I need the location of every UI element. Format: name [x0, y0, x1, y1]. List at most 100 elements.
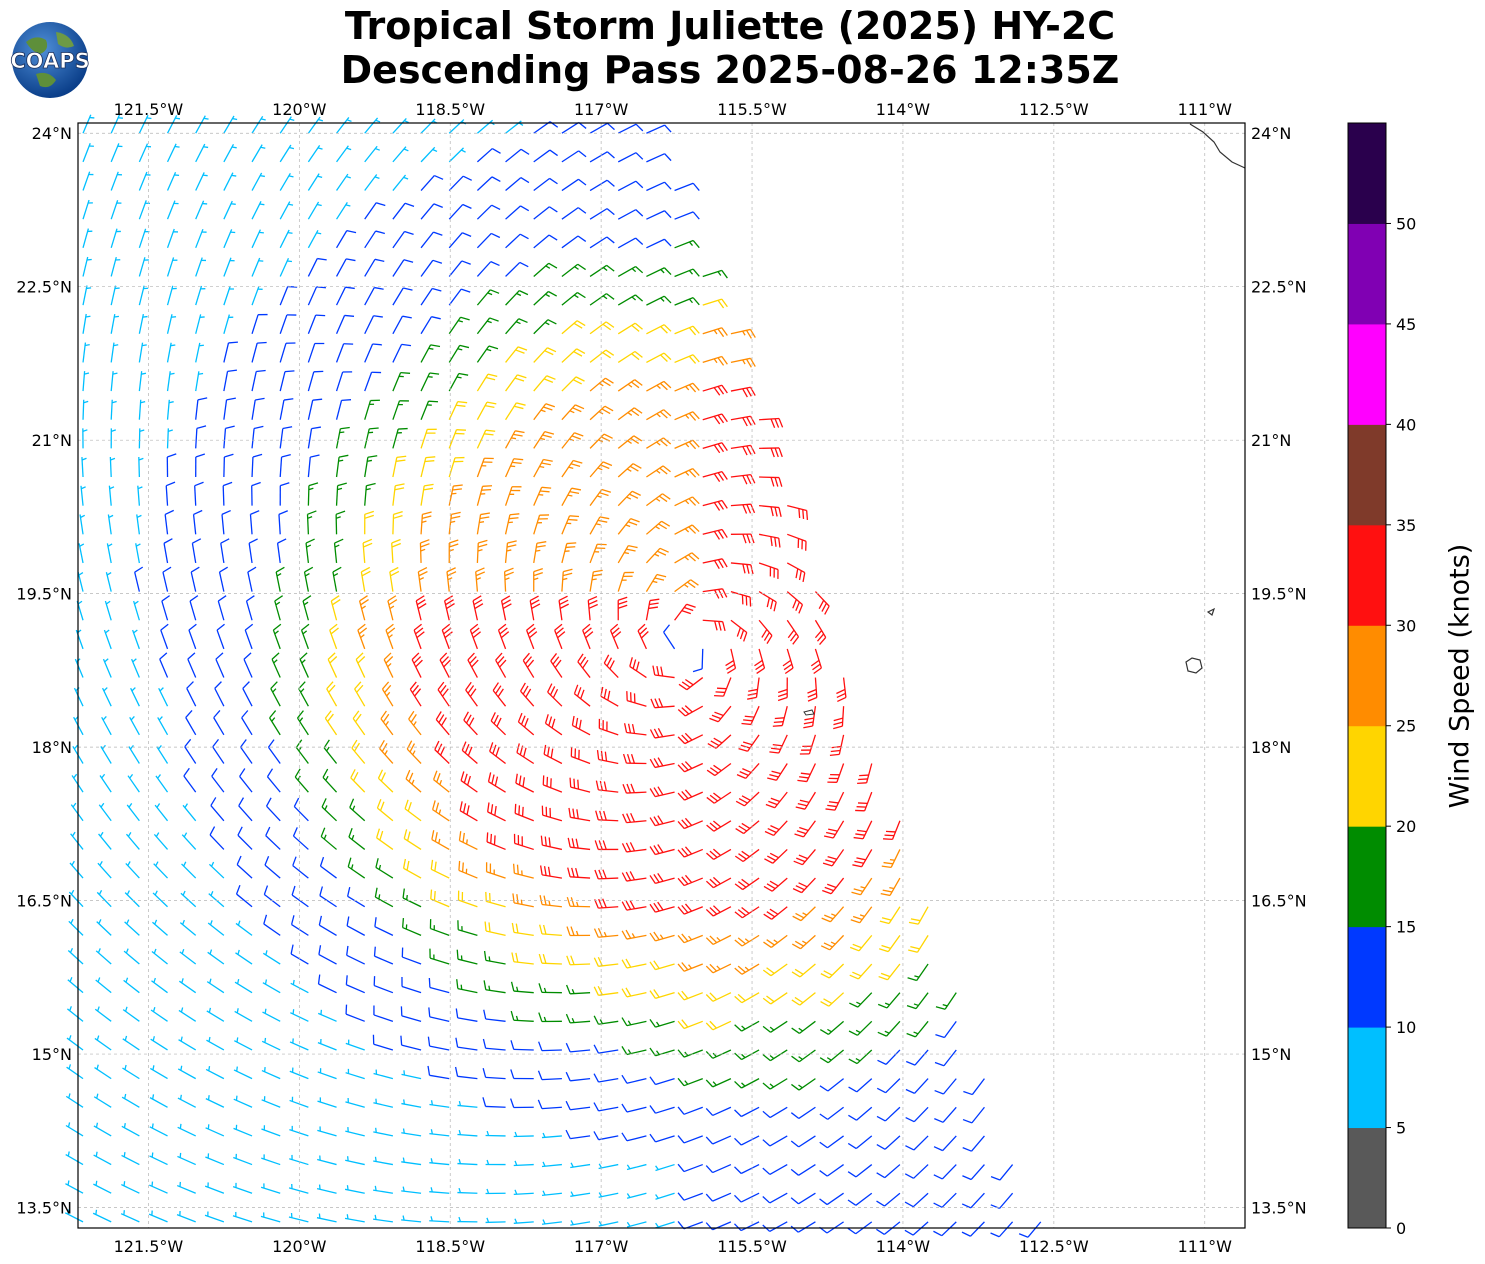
wind-barb: [332, 566, 342, 592]
wind-barb: [344, 1185, 365, 1194]
wind-barb: [303, 566, 314, 592]
lat-tick-label: 18°N: [32, 738, 72, 757]
wind-barb: [626, 1221, 647, 1228]
wind-barb: [513, 1160, 534, 1167]
wind-barb: [621, 958, 647, 969]
wind-barb: [738, 734, 760, 752]
wind-barb: [459, 801, 478, 822]
wind-barb: [205, 1066, 225, 1080]
wind-barb: [429, 919, 450, 936]
wind-barb: [317, 1068, 337, 1080]
wind-barb: [603, 654, 619, 678]
wind-barb: [762, 1135, 788, 1147]
wind-barb: [138, 399, 146, 420]
lat-tick-label: 22.5°N: [16, 278, 72, 297]
wind-barb: [420, 428, 437, 449]
wind-barb: [275, 566, 285, 592]
wind-barb: [505, 290, 529, 306]
wind-barb: [373, 976, 394, 994]
wind-barb: [593, 1102, 619, 1112]
wind-barb: [702, 442, 728, 454]
wind-barb: [730, 474, 756, 485]
wind-barb: [401, 1186, 422, 1194]
wind-barb: [541, 1190, 562, 1196]
wind-barb: [476, 317, 499, 335]
wind-barb: [177, 1065, 197, 1080]
wind-barb: [420, 259, 443, 277]
wind-barb: [594, 840, 619, 851]
wind-barb: [565, 1042, 591, 1053]
wind-barb: [933, 1164, 957, 1180]
wind-barb: [305, 538, 315, 564]
wind-barb: [392, 146, 409, 163]
wind-barb: [504, 513, 520, 535]
wind-barb: [483, 950, 506, 965]
wind-barb: [166, 399, 174, 420]
wind-barb: [705, 1135, 732, 1145]
wind-barb: [621, 987, 647, 998]
wind-barb: [758, 533, 781, 548]
wind-barb: [649, 727, 675, 739]
wind-barb: [734, 963, 760, 975]
wind-barb: [400, 1006, 422, 1022]
wind-barb: [372, 1214, 393, 1223]
wind-barb: [448, 316, 470, 335]
wind-barb: [622, 753, 647, 765]
wind-barb: [593, 985, 619, 996]
wind-barb: [150, 1036, 168, 1051]
wind-barb: [533, 403, 555, 421]
wind-barb: [777, 677, 788, 702]
wind-barb: [166, 115, 181, 134]
wind-barb: [561, 178, 587, 192]
wind-barb: [244, 623, 254, 650]
wind-barb: [429, 1187, 450, 1194]
wind-barb: [392, 371, 411, 392]
wind-barb: [358, 595, 369, 621]
wind-barb: [251, 313, 268, 334]
wind-barb: [345, 1068, 365, 1080]
wind-barb: [705, 1020, 732, 1031]
lat-tick-label: 19.5°N: [1251, 585, 1307, 604]
wind-barb: [617, 596, 628, 621]
wind-barb: [513, 1189, 534, 1196]
wind-barb: [456, 949, 478, 965]
wind-barb: [655, 1221, 675, 1229]
wind-barb: [655, 1192, 675, 1200]
wind-barb: [483, 1009, 506, 1022]
wind-barb: [211, 768, 225, 793]
wind-barb: [373, 1069, 394, 1080]
lon-ticks-top: 121.5°W 120°W 118.5°W 117°W 115.5°W 114°W 112.…: [114, 100, 1233, 119]
wind-barb: [364, 230, 385, 249]
colorbar-bin: [1348, 1027, 1386, 1129]
wind-barb: [852, 849, 873, 868]
colorbar-tick-label: 20: [1396, 817, 1416, 836]
wind-barb: [411, 652, 423, 678]
wind-barb: [401, 1215, 422, 1223]
wind-barb: [904, 1192, 929, 1208]
wind-barb: [420, 400, 439, 420]
wind-barb: [98, 831, 112, 850]
wind-barb: [317, 1038, 337, 1051]
wind-barb: [262, 950, 281, 965]
wind-barb: [245, 595, 255, 621]
wind-barb: [429, 1100, 450, 1108]
wind-barb: [66, 1006, 84, 1022]
wind-barb: [289, 1125, 309, 1137]
wind-barb: [124, 919, 140, 936]
lon-tick-label: 117°W: [574, 100, 629, 119]
wind-barb: [819, 1049, 845, 1064]
wind-barb: [351, 739, 366, 764]
wind-barb: [437, 681, 450, 707]
wind-barb: [876, 1135, 901, 1150]
wind-barb: [166, 342, 176, 363]
wind-barb: [240, 739, 253, 764]
wind-barb: [307, 229, 322, 249]
wind-barb: [487, 772, 506, 793]
wind-barb: [235, 920, 253, 936]
wind-barb: [617, 209, 644, 220]
wind-barb: [392, 427, 408, 449]
wind-barb: [515, 773, 535, 793]
wind-barb: [101, 687, 112, 707]
wind-barb: [190, 566, 200, 592]
